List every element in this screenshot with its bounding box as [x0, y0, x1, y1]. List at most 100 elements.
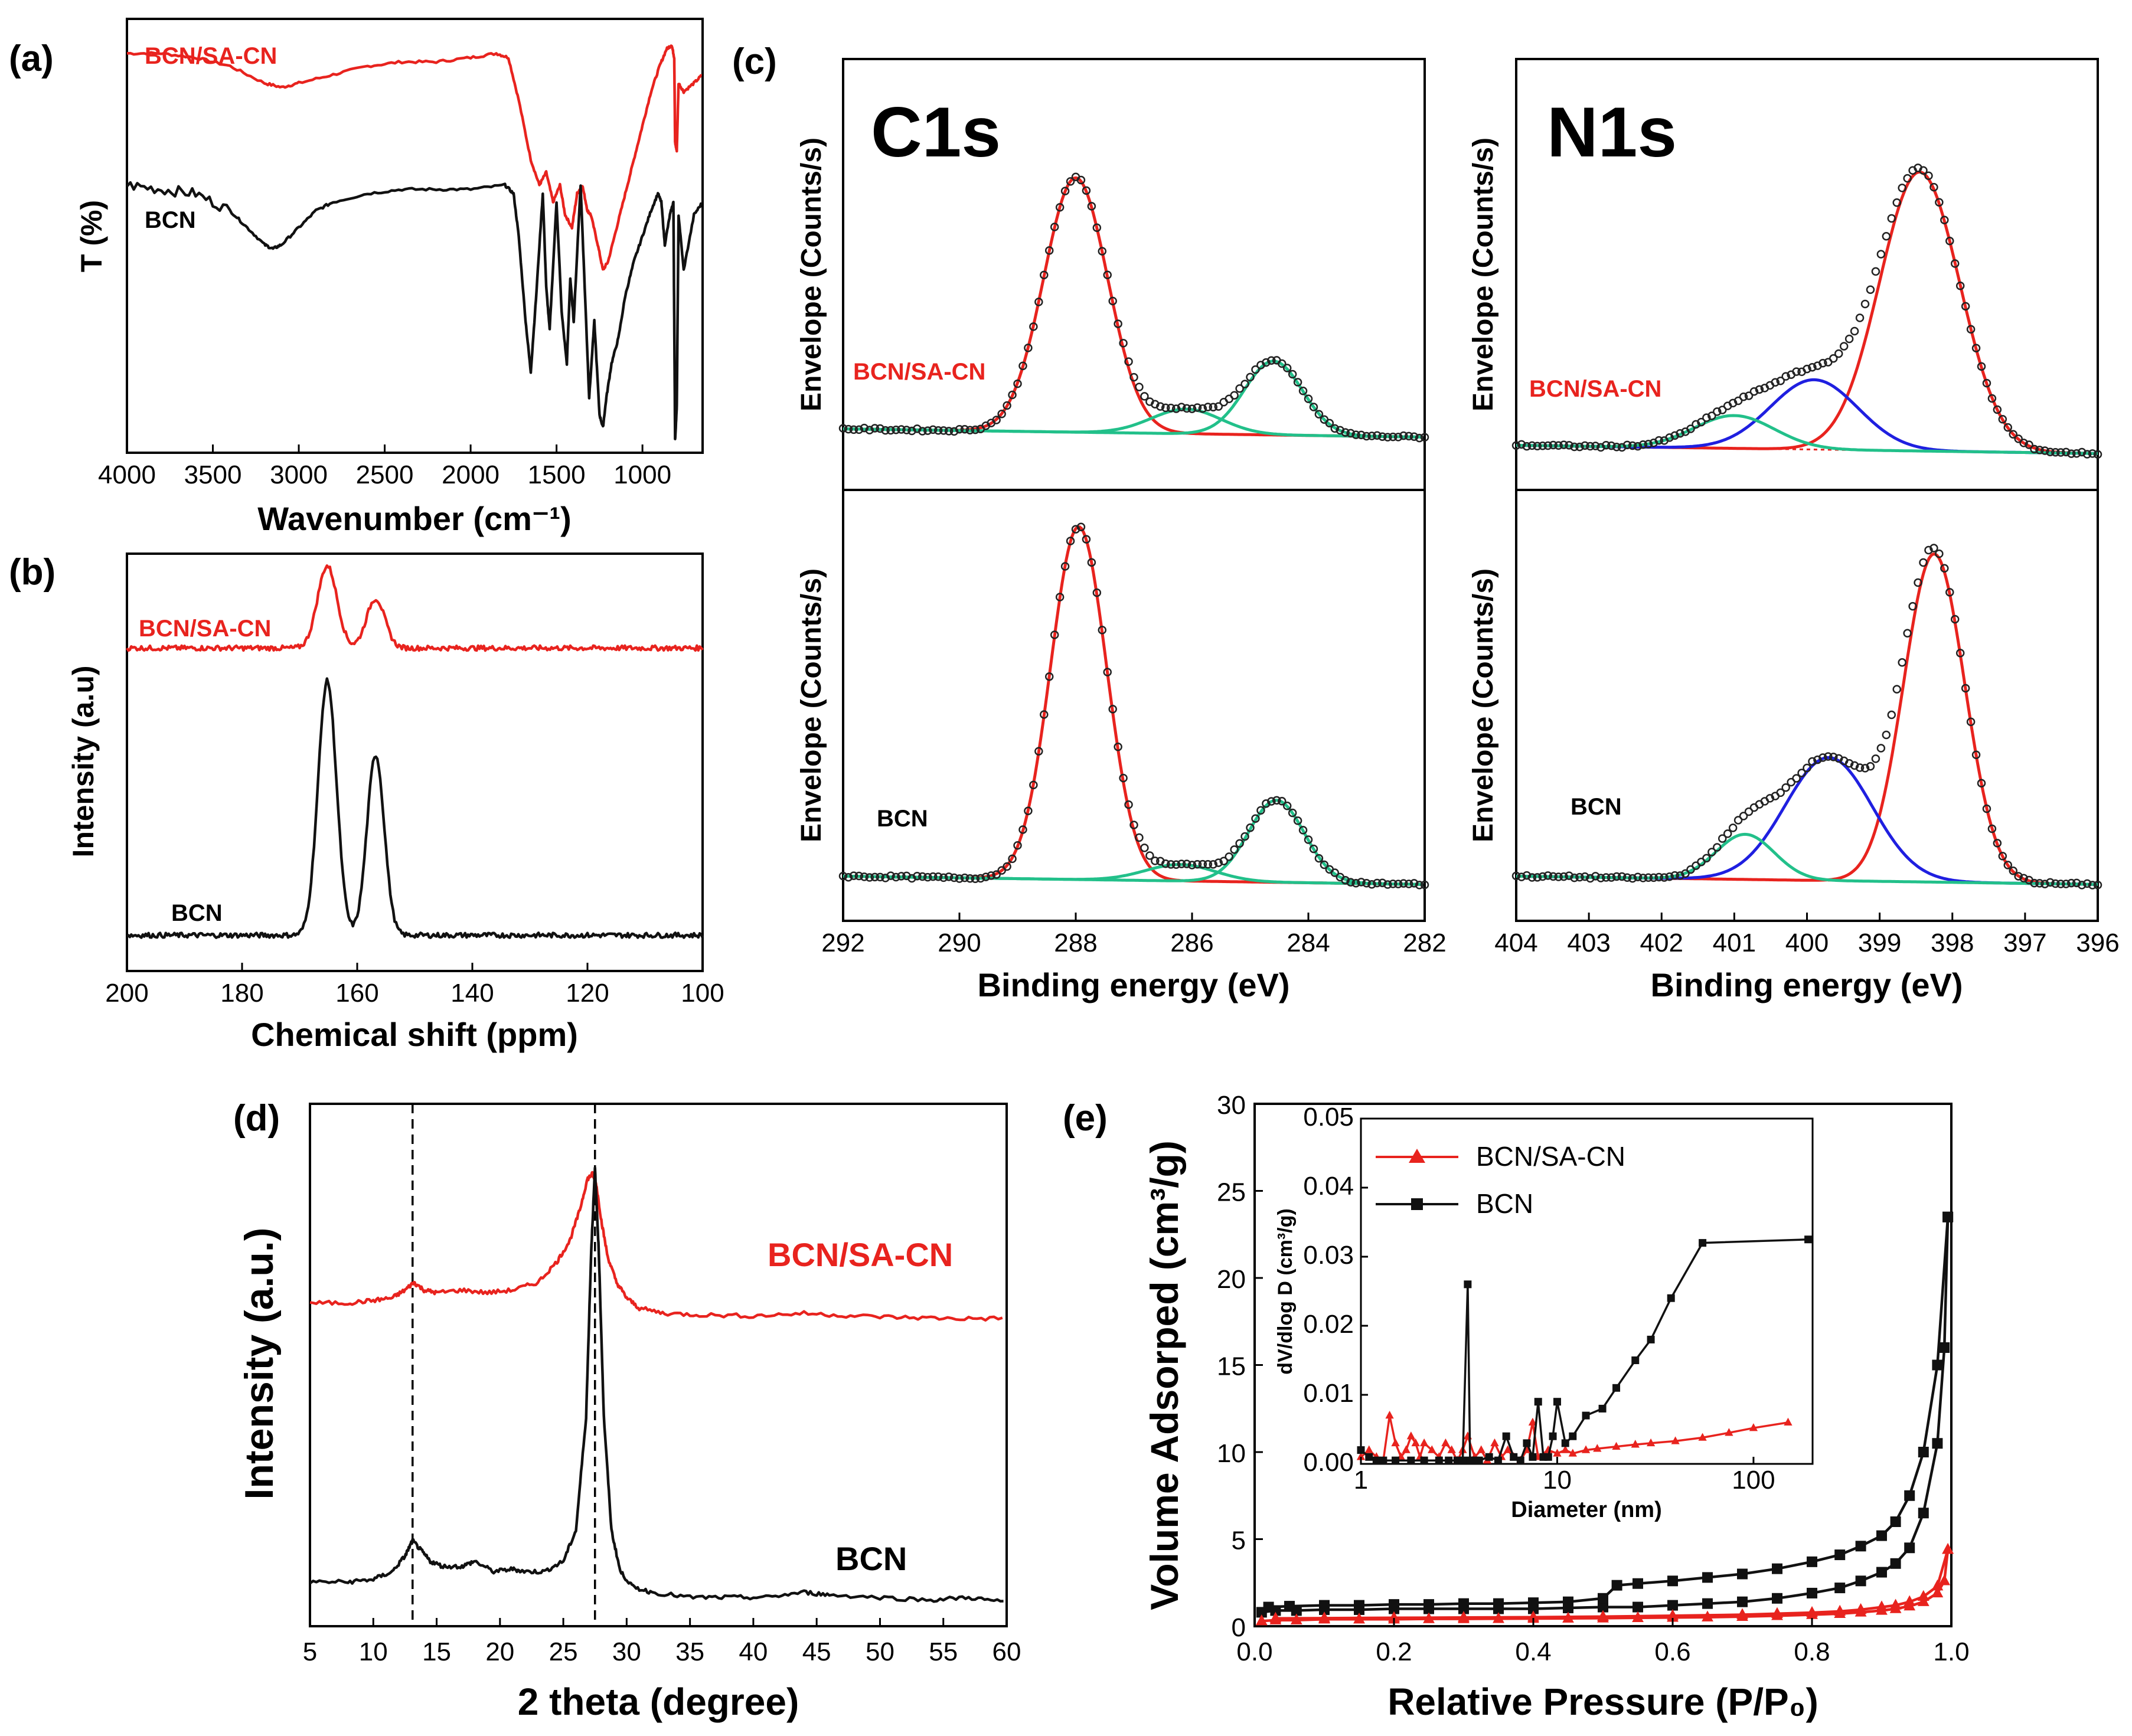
isotherm-marker	[1918, 1447, 1929, 1457]
xps-data-point	[1866, 285, 1875, 294]
xps-data-point	[2009, 430, 2017, 439]
xps-data-point	[1898, 658, 1906, 667]
inset-marker	[1784, 1417, 1793, 1426]
xps-data-point	[1527, 873, 1537, 882]
inset-marker	[1544, 1453, 1552, 1461]
xps-data-point	[1855, 763, 1865, 772]
xps-data-point	[1409, 432, 1419, 442]
x-tick-label: 403	[1567, 929, 1610, 957]
xps-data-point	[960, 424, 969, 434]
inset-marker	[1749, 1423, 1758, 1431]
xps-data-point	[1076, 522, 1086, 531]
isotherm-marker	[1931, 1579, 1944, 1591]
xps-data-point	[1135, 833, 1144, 842]
xps-data-point	[1876, 744, 1886, 753]
inset-marker	[1553, 1449, 1562, 1457]
xps-data-point	[1277, 797, 1287, 806]
xps-data-point	[928, 425, 938, 434]
sample-label-n1s-top: BCN/SA-CN	[1529, 376, 1661, 402]
inset-marker	[1804, 1235, 1813, 1244]
xps-data-point	[1649, 873, 1658, 882]
xps-data-point	[1129, 372, 1138, 382]
isotherm-marker	[1806, 1606, 1818, 1617]
x-tick-label: 60	[992, 1637, 1021, 1666]
xps-data-point	[1929, 182, 1938, 192]
xps-data-point	[1971, 750, 1981, 759]
xps-data-point	[1293, 816, 1302, 825]
xps-data-point	[1533, 873, 1542, 882]
x-axis-label-c1s: Binding energy (eV)	[978, 966, 1290, 1003]
xps-data-point	[976, 874, 985, 883]
isotherm-marker	[1932, 1359, 1943, 1371]
xps-data-point	[1240, 832, 1249, 841]
xps-data-point	[1982, 804, 1991, 813]
xps-data-point	[1924, 171, 1933, 181]
xps-data-point	[2066, 878, 2076, 888]
isotherm-marker	[1939, 1342, 1950, 1353]
xps-data-point	[1797, 769, 1806, 777]
xps-data-point	[1866, 762, 1875, 771]
xps-data-point	[1808, 757, 1817, 766]
xps-data-point	[1393, 433, 1403, 442]
inset-marker	[1356, 1452, 1366, 1460]
xps-data-point	[1617, 872, 1627, 881]
xps-data-point	[1282, 364, 1292, 372]
xps-data-point	[1330, 868, 1340, 877]
xps-data-point	[1697, 417, 1706, 427]
xps-data-point	[1050, 630, 1059, 639]
xps-data-point	[1935, 198, 1944, 207]
xps-data-point	[2077, 881, 2087, 890]
xps-data-point	[1050, 223, 1059, 231]
xps-data-point	[1559, 872, 1568, 881]
x-tick-label: 3500	[184, 460, 242, 489]
inset-marker	[1420, 1456, 1428, 1464]
xps-data-point	[1140, 844, 1149, 852]
xps-data-point	[2030, 444, 2039, 454]
inset-y-tick-label: 0.01	[1303, 1379, 1354, 1408]
x-tick-label: 100	[681, 979, 724, 1008]
y-axis-label-d: Intensity (a.u.)	[237, 1228, 282, 1500]
xps-data-point	[1538, 872, 1547, 881]
xrd-trace-bcnsacn	[309, 1171, 1003, 1322]
xps-data-point	[1776, 377, 1785, 385]
plot-area-n1s-bottom	[1511, 544, 2102, 890]
xps-data-point	[876, 424, 884, 433]
inset-marker	[1402, 1445, 1411, 1453]
x-tick-label: 45	[802, 1637, 831, 1666]
x-tick-label: 160	[335, 979, 378, 1008]
axis-ticks-e: 0.0 0.2 0.4 0.6 0.8 1.0 0 5 10 15 20 25 30	[1217, 1091, 1970, 1666]
isotherm-marker	[1904, 1490, 1915, 1501]
panel-label-e: (e)	[1063, 1098, 1108, 1139]
xps-data-point	[1718, 406, 1727, 414]
xps-data-point	[1282, 802, 1292, 810]
inset-marker	[1534, 1398, 1542, 1406]
panel-label-a: (a)	[9, 38, 54, 79]
xps-fit-component	[1516, 552, 2098, 886]
xps-data-point	[1103, 668, 1112, 676]
x-tick-label: 1500	[528, 460, 586, 489]
isotherm-marker	[1389, 1599, 1399, 1610]
xps-data-point	[1961, 302, 1970, 311]
y-tick-label: 30	[1217, 1091, 1246, 1120]
sample-label-n1s-bottom: BCN	[1571, 794, 1622, 820]
xps-data-point	[1871, 754, 1880, 763]
inset-marker	[1494, 1456, 1502, 1464]
xps-data-point	[1008, 390, 1017, 400]
xps-data-point	[1373, 431, 1382, 440]
x-tick-label: 288	[1054, 929, 1097, 957]
xps-data-point	[1882, 730, 1891, 740]
xps-data-point	[1633, 872, 1643, 882]
inset-marker	[1428, 1445, 1436, 1453]
inset-marker	[1569, 1432, 1577, 1440]
xps-data-point	[1187, 861, 1197, 869]
inset-y-tick-label: 0.04	[1303, 1172, 1354, 1201]
xps-data-point	[870, 424, 879, 433]
xps-data-point	[2051, 879, 2060, 888]
xps-data-point	[1517, 872, 1526, 881]
xps-data-point	[1511, 441, 1521, 450]
xps-data-point	[1399, 879, 1408, 888]
legend-marker-bcn	[1411, 1198, 1423, 1210]
inset-marker	[1475, 1456, 1483, 1464]
xps-data-point	[1834, 349, 1843, 358]
xps-data-point	[1325, 419, 1334, 428]
